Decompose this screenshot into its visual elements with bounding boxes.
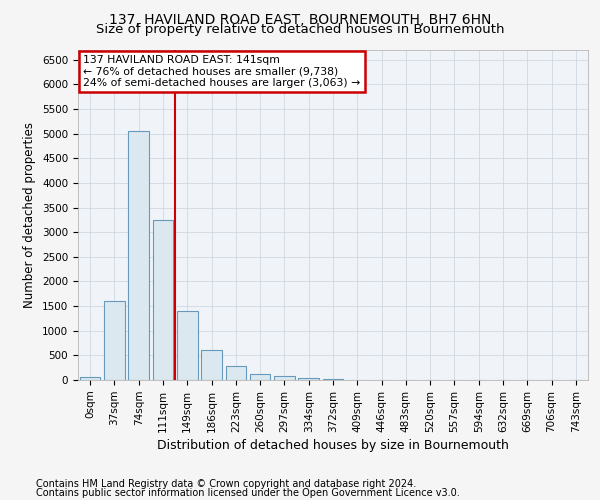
Text: Contains HM Land Registry data © Crown copyright and database right 2024.: Contains HM Land Registry data © Crown c… (36, 479, 416, 489)
Bar (274, 376, 295, 380)
Text: Size of property relative to detached houses in Bournemouth: Size of property relative to detached ho… (96, 22, 504, 36)
Bar (177, 311, 197, 380)
Bar (104, 301, 125, 380)
Text: 137 HAVILAND ROAD EAST: 141sqm
← 76% of detached houses are smaller (9,738)
24% : 137 HAVILAND ROAD EAST: 141sqm ← 76% of … (83, 55, 361, 88)
Bar (298, 378, 319, 380)
Bar (201, 350, 222, 380)
X-axis label: Distribution of detached houses by size in Bournemouth: Distribution of detached houses by size … (157, 439, 509, 452)
Bar (250, 374, 271, 380)
Text: Contains public sector information licensed under the Open Government Licence v3: Contains public sector information licen… (36, 488, 460, 498)
Bar (323, 379, 343, 380)
Bar (152, 220, 173, 380)
Bar (226, 366, 246, 380)
Bar (80, 378, 100, 380)
Bar (128, 132, 149, 380)
Y-axis label: Number of detached properties: Number of detached properties (23, 122, 37, 308)
Text: 137, HAVILAND ROAD EAST, BOURNEMOUTH, BH7 6HN: 137, HAVILAND ROAD EAST, BOURNEMOUTH, BH… (109, 12, 491, 26)
